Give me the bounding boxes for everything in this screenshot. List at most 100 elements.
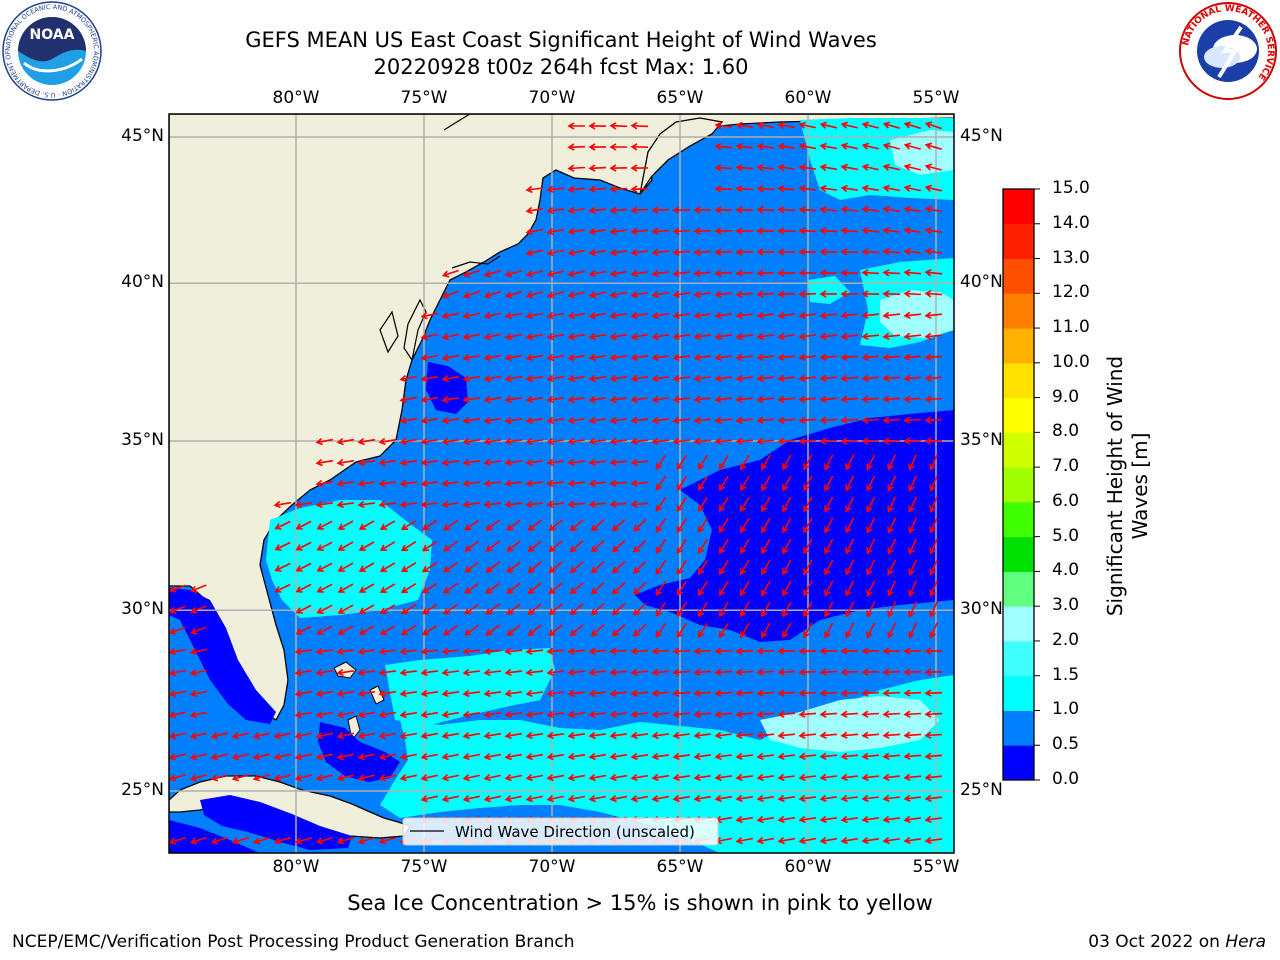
colorbar-tick: 2.0 xyxy=(1052,629,1080,650)
wave-direction-arrow xyxy=(337,604,354,614)
wave-direction-arrow xyxy=(882,836,901,845)
wave-direction-arrow xyxy=(756,185,775,193)
wave-direction-arrow xyxy=(714,248,733,256)
wave-direction-arrow xyxy=(714,731,732,740)
colorbar-tick: 14.0 xyxy=(1052,212,1090,233)
wave-direction-arrow xyxy=(422,540,438,552)
wave-direction-arrow xyxy=(357,837,375,845)
wave-direction-arrow xyxy=(756,794,775,803)
wave-direction-arrow xyxy=(588,689,606,698)
wave-direction-arrow xyxy=(504,458,523,467)
wave-direction-arrow xyxy=(399,437,418,446)
wave-direction-arrow xyxy=(929,538,938,555)
wave-direction-arrow xyxy=(420,354,439,362)
wave-direction-arrow xyxy=(655,580,667,596)
wave-direction-arrow xyxy=(903,268,922,277)
wave-direction-arrow xyxy=(504,710,523,719)
wave-direction-arrow xyxy=(819,184,838,193)
wave-direction-arrow xyxy=(903,668,922,676)
wave-direction-arrow xyxy=(588,248,607,257)
wave-direction-arrow xyxy=(273,836,291,845)
wave-direction-arrow xyxy=(169,711,186,719)
wave-direction-arrow xyxy=(630,332,649,341)
wave-direction-arrow xyxy=(714,794,733,803)
wave-direction-arrow xyxy=(630,227,649,236)
wave-direction-arrow xyxy=(819,416,838,424)
wave-direction-arrow xyxy=(189,732,207,740)
wave-direction-arrow xyxy=(756,163,775,172)
wave-direction-arrow xyxy=(655,517,667,533)
wave-direction-arrow xyxy=(840,668,859,676)
colorbar-band xyxy=(1003,675,1034,711)
wave-direction-arrow xyxy=(798,668,817,676)
wave-direction-arrow xyxy=(504,731,523,740)
wave-direction-arrow xyxy=(718,538,729,555)
wave-direction-arrow xyxy=(714,689,733,697)
wave-direction-arrow xyxy=(422,519,438,531)
wave-direction-arrow xyxy=(693,290,712,299)
wave-direction-arrow xyxy=(485,624,500,636)
colorbar-band xyxy=(1003,571,1034,607)
wave-direction-arrow xyxy=(190,605,207,614)
wave-direction-arrow xyxy=(231,774,249,782)
wave-direction-arrow xyxy=(441,500,460,509)
wave-direction-arrow xyxy=(761,517,771,534)
wave-direction-arrow xyxy=(777,416,796,424)
wave-direction-arrow xyxy=(336,753,354,761)
wave-direction-arrow xyxy=(441,795,459,803)
colorbar-band xyxy=(1003,501,1034,538)
wave-direction-arrow xyxy=(400,604,417,615)
wave-direction-arrow xyxy=(735,227,753,235)
wave-direction-arrow xyxy=(803,559,813,576)
wave-direction-arrow xyxy=(483,290,501,299)
wave-direction-arrow xyxy=(903,142,921,150)
wave-direction-arrow xyxy=(633,539,647,553)
wave-direction-arrow xyxy=(379,520,396,530)
wave-direction-arrow xyxy=(462,479,481,488)
wave-direction-arrow xyxy=(651,731,670,740)
wave-direction-arrow xyxy=(316,583,333,593)
wave-direction-arrow xyxy=(525,228,544,236)
wave-direction-arrow xyxy=(294,711,313,719)
wave-direction-arrow xyxy=(483,395,502,404)
wave-direction-arrow xyxy=(798,269,816,277)
wave-direction-arrow xyxy=(798,290,817,298)
wave-direction-arrow xyxy=(504,353,523,362)
wave-direction-arrow xyxy=(378,647,397,656)
wave-direction-arrow xyxy=(903,815,922,824)
wave-direction-arrow xyxy=(840,437,859,445)
wave-direction-arrow xyxy=(630,416,648,425)
wave-direction-arrow xyxy=(861,773,880,782)
wave-direction-arrow xyxy=(651,710,669,719)
wave-direction-arrow xyxy=(824,601,834,618)
wave-direction-arrow xyxy=(546,332,565,341)
wave-direction-arrow xyxy=(588,416,607,425)
wave-direction-arrow xyxy=(882,311,901,320)
wave-direction-arrow xyxy=(756,332,775,341)
wave-direction-arrow xyxy=(546,374,565,383)
wave-direction-arrow xyxy=(782,601,792,618)
wave-direction-arrow xyxy=(462,374,481,383)
wave-direction-arrow xyxy=(399,500,418,509)
wave-direction-arrow xyxy=(693,248,712,256)
wave-direction-arrow xyxy=(756,311,775,320)
colorbar-tick: 6.0 xyxy=(1052,490,1080,511)
wave-direction-arrow xyxy=(462,290,480,299)
wave-direction-arrow xyxy=(315,689,334,698)
wave-direction-arrow xyxy=(546,416,565,425)
wave-direction-arrow xyxy=(399,647,418,656)
wave-direction-arrow xyxy=(887,622,897,639)
wave-direction-arrow xyxy=(462,354,481,362)
wave-direction-arrow xyxy=(295,562,312,572)
wave-direction-arrow xyxy=(845,475,855,492)
wave-direction-arrow xyxy=(756,668,775,676)
wave-direction-arrow xyxy=(609,458,628,467)
wave-direction-arrow xyxy=(903,290,922,298)
wave-direction-arrow xyxy=(693,731,711,740)
wave-direction-arrow xyxy=(630,395,649,404)
colorbar-band xyxy=(1003,258,1034,294)
wave-direction-arrow xyxy=(861,647,880,655)
wave-direction-arrow xyxy=(546,500,565,509)
wave-direction-arrow xyxy=(441,312,459,320)
wave-direction-arrow xyxy=(798,227,817,235)
